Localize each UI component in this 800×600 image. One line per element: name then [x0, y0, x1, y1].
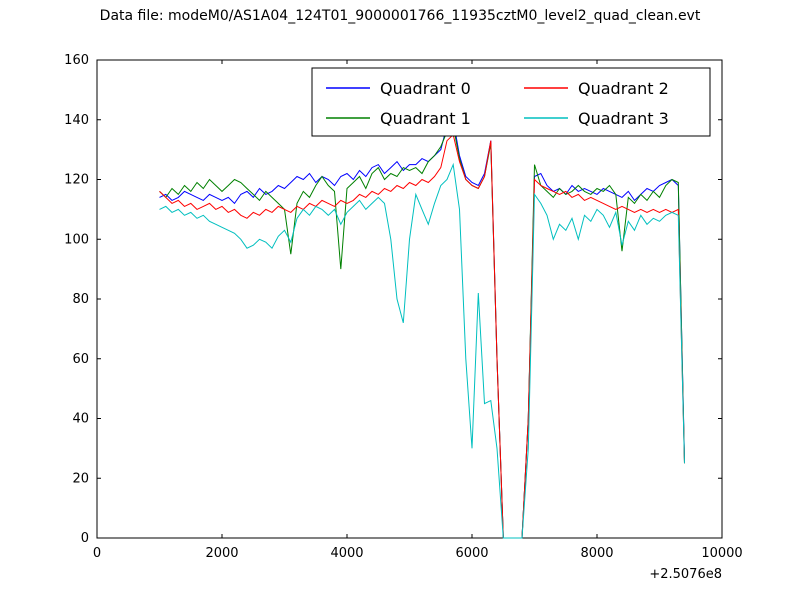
legend-label-quadrant-3: Quadrant 3 [578, 109, 669, 128]
y-tick-label: 80 [72, 292, 89, 307]
series-line-quadrant-3 [159, 162, 685, 539]
legend-box [311, 67, 711, 137]
y-tick-label: 120 [64, 173, 89, 188]
y-tick-label: 60 [72, 352, 89, 367]
x-tick-label: 2000 [205, 546, 238, 561]
x-tick-label: 6000 [455, 546, 488, 561]
x-tick-label: 8000 [580, 546, 613, 561]
y-tick-label: 140 [64, 113, 89, 128]
series-line-quadrant-1 [159, 124, 685, 539]
legend-label-quadrant-2: Quadrant 2 [578, 79, 669, 98]
y-tick-label: 160 [64, 53, 89, 68]
x-tick-label: 10000 [701, 546, 742, 561]
x-tick-label: 0 [93, 546, 101, 561]
legend-label-quadrant-1: Quadrant 1 [380, 109, 471, 128]
y-tick-label: 100 [64, 232, 89, 247]
series-line-quadrant-2 [159, 133, 685, 539]
x-tick-label: 4000 [330, 546, 363, 561]
y-tick-label: 0 [81, 531, 89, 546]
x-axis-offset-label: +2.5076e8 [649, 567, 722, 582]
y-tick-label: 20 [72, 471, 89, 486]
series-line-quadrant-0 [159, 118, 685, 539]
chart-title: Data file: modeM0/AS1A04_124T01_90000017… [99, 8, 701, 24]
legend-label-quadrant-0: Quadrant 0 [380, 79, 471, 98]
y-tick-label: 40 [72, 412, 89, 427]
